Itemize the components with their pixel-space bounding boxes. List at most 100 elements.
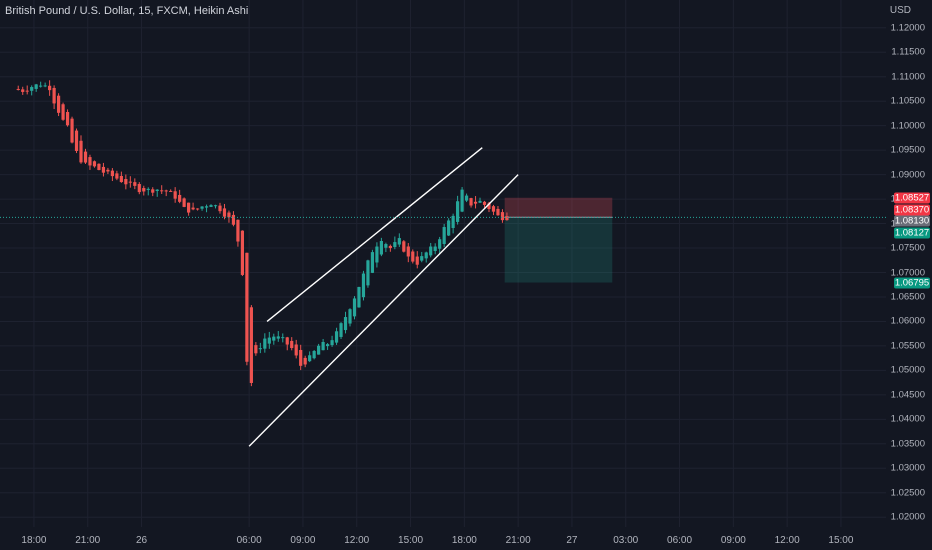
candle-up xyxy=(146,188,150,190)
x-tick-label: 03:00 xyxy=(613,535,639,546)
candle-up xyxy=(312,350,316,359)
channel-lines xyxy=(248,147,519,447)
candle-up xyxy=(204,206,209,208)
y-tick-label: 1.06500 xyxy=(890,291,925,303)
candle-up xyxy=(433,246,437,251)
candle-up xyxy=(366,260,370,286)
candle-up xyxy=(343,317,348,331)
y-tick-label: 1.09000 xyxy=(890,169,925,181)
candle-up xyxy=(361,273,366,298)
candle-down xyxy=(240,230,245,275)
y-tick-label: 1.09500 xyxy=(890,144,925,156)
y-tick-label: 1.10000 xyxy=(890,120,925,132)
y-tick-label: 1.05000 xyxy=(890,364,925,376)
candle-down xyxy=(187,202,191,213)
candle-up xyxy=(442,227,446,244)
candle-down xyxy=(222,208,227,217)
x-tick-label: 21:00 xyxy=(75,535,101,546)
currency-label: USD xyxy=(889,5,911,16)
candle-up xyxy=(393,242,397,247)
candle-down xyxy=(245,252,249,362)
candle-down xyxy=(236,219,240,242)
x-tick-label: 12:00 xyxy=(774,535,800,546)
x-tick-label: 26 xyxy=(135,535,148,546)
candle-down xyxy=(101,166,106,173)
chart-grid xyxy=(0,0,886,527)
candle-down xyxy=(137,184,141,193)
candle-down xyxy=(173,191,177,199)
candle-down xyxy=(491,206,496,212)
candle-down xyxy=(254,345,258,354)
y-tick-label: 1.11000 xyxy=(891,71,925,83)
candle-up xyxy=(460,189,464,212)
candle-up xyxy=(155,189,159,192)
candle-down xyxy=(285,337,289,345)
candle-up xyxy=(308,355,312,362)
candle-up xyxy=(451,215,455,228)
x-tick-label: 18:00 xyxy=(21,535,47,546)
candle-down xyxy=(482,201,487,205)
candle-up xyxy=(325,344,330,347)
candle-down xyxy=(106,169,110,172)
candle-down xyxy=(191,207,195,210)
candle-down xyxy=(74,130,79,151)
x-tick-label: 09:00 xyxy=(720,535,746,546)
candle-up xyxy=(384,244,388,248)
candlesticks xyxy=(16,80,509,387)
x-tick-label: 15:00 xyxy=(828,535,854,546)
candle-down xyxy=(182,198,186,207)
y-tick-label: 1.07500 xyxy=(890,242,925,254)
candle-up xyxy=(438,239,442,249)
take-profit-zone xyxy=(504,217,613,283)
candle-up xyxy=(263,338,267,349)
candle-down xyxy=(61,104,65,120)
stop-loss-zone xyxy=(504,197,613,218)
candle-up xyxy=(200,206,204,209)
y-tick-label: 1.12000 xyxy=(890,22,925,34)
y-tick-label: 1.02500 xyxy=(890,487,925,499)
candle-down xyxy=(473,201,478,204)
y-tick-label: 1.03000 xyxy=(890,462,925,474)
candle-down xyxy=(249,307,253,383)
y-tick-label: 1.02000 xyxy=(890,511,925,523)
candle-down xyxy=(303,357,307,365)
candle-down xyxy=(115,173,119,179)
candle-down xyxy=(164,190,168,192)
candle-down xyxy=(294,344,298,356)
candle-up xyxy=(321,341,325,351)
candle-down xyxy=(142,188,146,192)
y-tick-label: 1.04000 xyxy=(890,413,925,425)
candle-down xyxy=(25,90,29,92)
x-tick-label: 06:00 xyxy=(667,535,693,546)
candle-up xyxy=(447,220,451,236)
candle-down xyxy=(231,214,236,225)
candle-up xyxy=(339,323,343,337)
candle-up xyxy=(39,85,43,87)
candle-up xyxy=(267,337,271,344)
candle-up xyxy=(34,84,38,89)
candle-down xyxy=(48,85,52,91)
position-zones xyxy=(504,197,613,283)
candle-down xyxy=(195,208,200,210)
candle-up xyxy=(424,252,428,259)
candle-down xyxy=(16,88,20,90)
channel-lower-line xyxy=(248,174,519,447)
candle-up xyxy=(317,345,321,355)
chart-title: British Pound / U.S. Dollar, 15, FXCM, H… xyxy=(5,5,249,17)
candle-down xyxy=(496,208,500,216)
y-tick-label: 1.03500 xyxy=(890,438,925,450)
candle-up xyxy=(258,348,262,350)
candle-down xyxy=(70,118,74,143)
y-tick-label: 1.06000 xyxy=(890,315,925,327)
candle-up xyxy=(276,336,280,339)
candle-down xyxy=(128,181,132,183)
candle-up xyxy=(478,200,482,203)
candle-up xyxy=(43,85,47,87)
candle-down xyxy=(65,112,70,126)
candle-down xyxy=(388,245,392,249)
candle-up xyxy=(379,241,383,255)
y-tick-label: 1.10500 xyxy=(890,95,925,107)
candle-up xyxy=(334,331,339,343)
x-tick-label: 09:00 xyxy=(290,535,316,546)
